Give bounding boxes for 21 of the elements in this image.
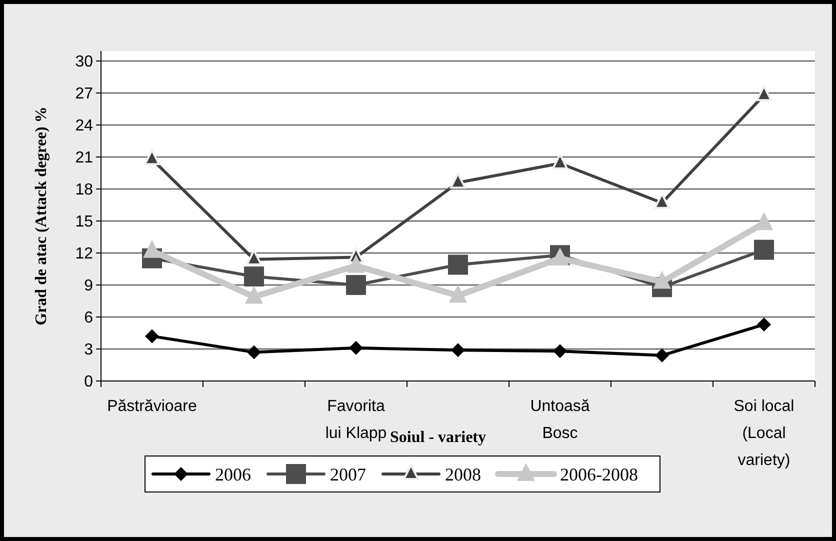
y-tick-label: 21 — [75, 150, 94, 167]
y-axis-title: Grad de atac (Attack degree) % — [33, 106, 50, 326]
y-tick-label: 9 — [84, 278, 94, 295]
y-tick-label: 15 — [75, 214, 94, 231]
legend-label: 2006-2008 — [560, 464, 638, 484]
y-tick-label: 18 — [75, 182, 94, 199]
y-tick-label: 12 — [75, 246, 94, 263]
x-axis-title: Soiul - variety — [390, 429, 486, 446]
legend-label: 2007 — [330, 464, 366, 484]
y-tick-label: 30 — [75, 54, 94, 71]
y-tick-label: 0 — [84, 374, 94, 391]
x-tick-label: Untoasă Bosc — [530, 398, 590, 442]
x-tick-label: Păstrăvioare — [107, 398, 198, 415]
y-tick-label: 3 — [84, 342, 94, 359]
x-tick-label: Favorita lui Klapp — [325, 398, 387, 442]
x-tick-label: Soi local (Local variety) — [734, 398, 794, 469]
y-tick-label: 27 — [75, 86, 94, 103]
y-tick-label: 24 — [75, 118, 94, 135]
legend-label: 2006 — [215, 464, 251, 484]
y-tick-label: 6 — [84, 310, 94, 327]
legend-label: 2008 — [445, 464, 481, 484]
